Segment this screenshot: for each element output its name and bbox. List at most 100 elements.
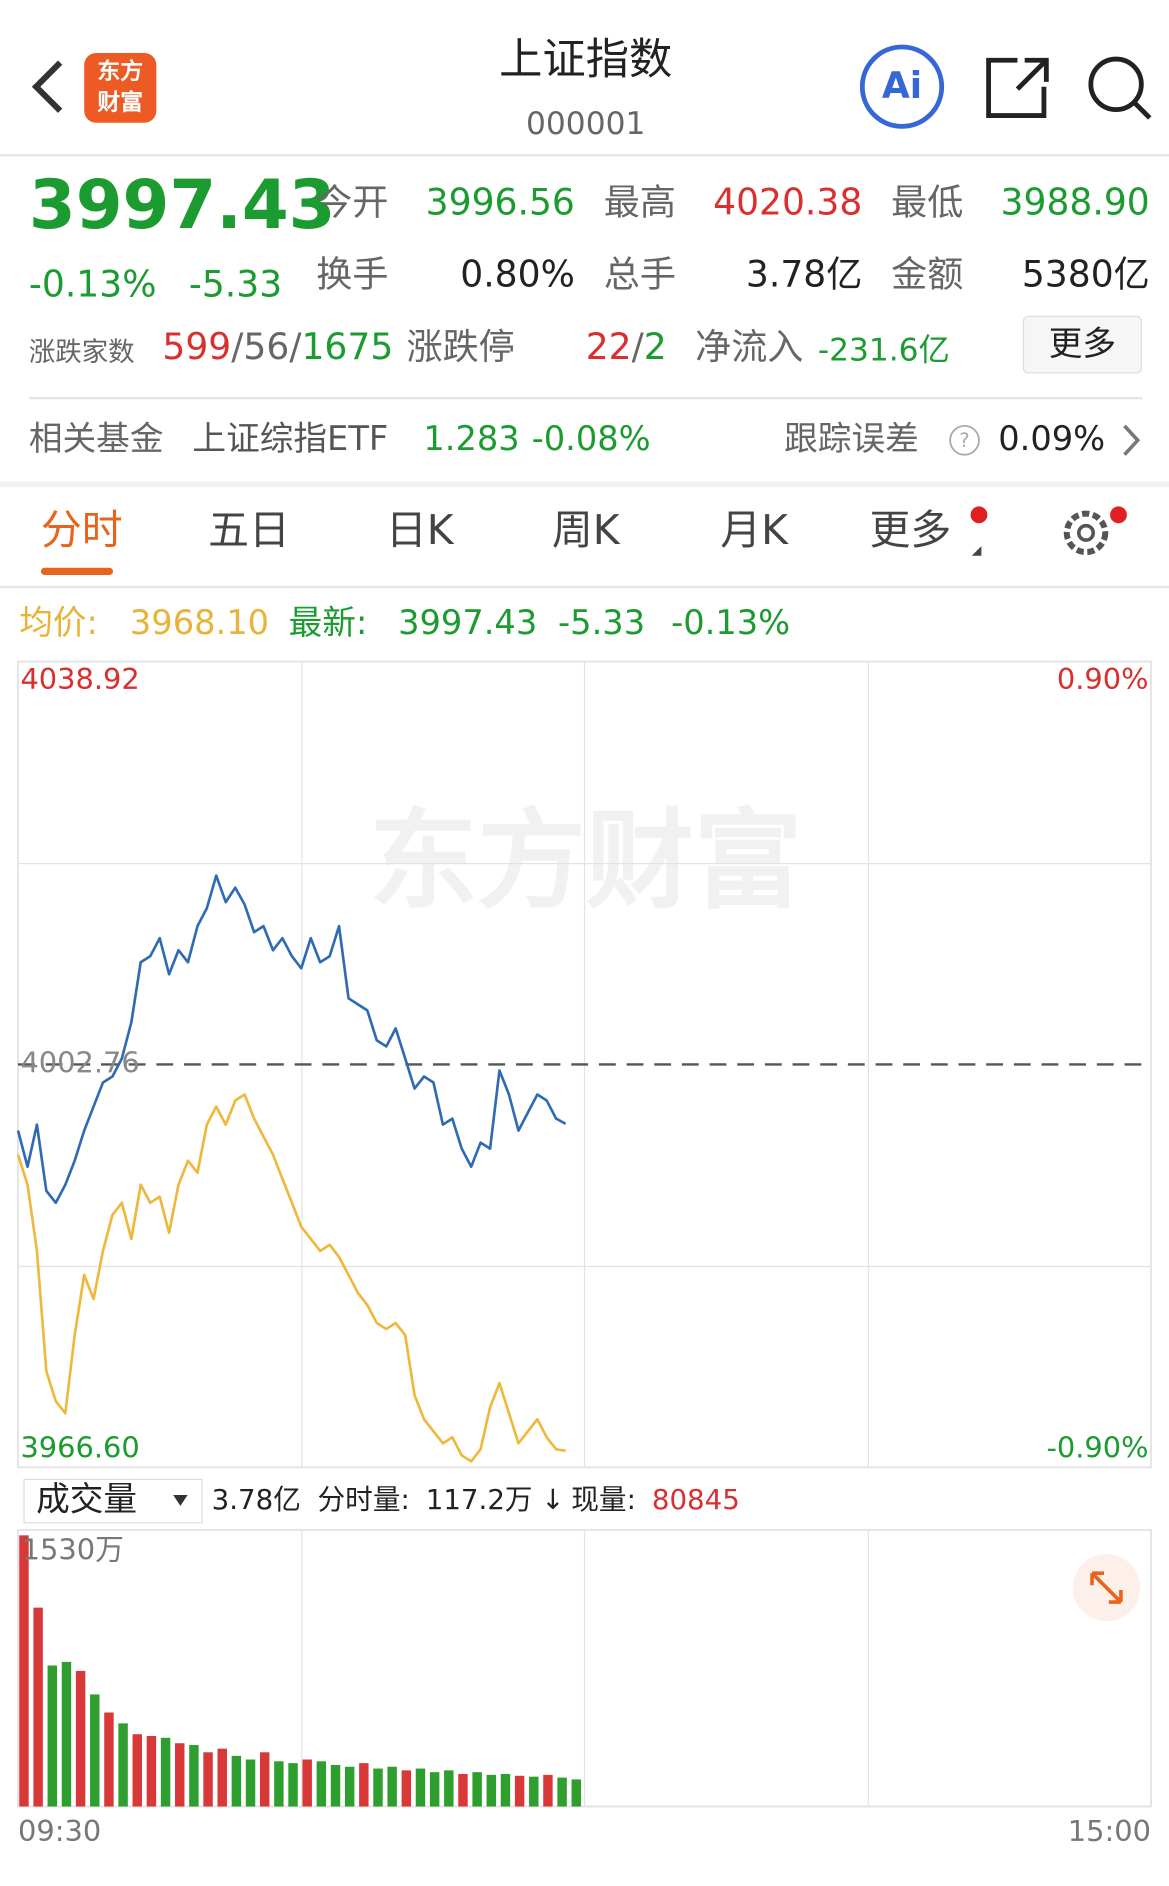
volume-bar (61, 1661, 72, 1807)
logo-text: 财富 (97, 89, 143, 116)
ai-button[interactable] (859, 44, 945, 129)
price-line (16, 874, 567, 1205)
volume-selector[interactable] (23, 1478, 203, 1524)
y-tick-label: 1530万 (22, 1533, 124, 1567)
volume-bar (401, 1770, 412, 1807)
breadth: 599/56/1675 (162, 326, 393, 368)
search-handle (1132, 100, 1152, 120)
volume-bar (231, 1755, 242, 1807)
settings-button[interactable] (1063, 510, 1109, 556)
volume-bar (444, 1770, 454, 1807)
volume-title: 成交量 (36, 1480, 137, 1519)
more-label: 更多 (1049, 324, 1116, 363)
volume-bar (316, 1761, 327, 1807)
tab[interactable]: 周K (552, 506, 621, 554)
ai-label: Ai (882, 65, 922, 107)
tab[interactable]: 月K (720, 506, 789, 554)
price: 3997.43 (29, 165, 336, 244)
field-value: 3.78亿 (746, 254, 862, 296)
volume-bar (543, 1774, 553, 1807)
inflow-value: -231.6亿 (818, 332, 950, 368)
search-button[interactable] (1088, 56, 1144, 112)
volume-bar (160, 1737, 171, 1807)
tab[interactable]: 分时 (41, 506, 123, 554)
volume-bar (175, 1743, 185, 1807)
volume-bar (571, 1779, 581, 1807)
volume-bar (458, 1773, 468, 1807)
separator: / (231, 326, 244, 368)
tab-indicator (40, 567, 114, 575)
volume-bar (104, 1712, 114, 1807)
x-tick-label: 15:00 (1068, 1814, 1151, 1848)
volume-bar (387, 1766, 397, 1807)
current-value: 80845 (652, 1483, 740, 1516)
settings-core (1076, 523, 1096, 542)
more-button[interactable] (1022, 315, 1142, 374)
volume-bar (344, 1766, 355, 1807)
volume-bar (132, 1734, 142, 1807)
badge (970, 506, 988, 524)
volume-bar (146, 1736, 157, 1807)
field-label: 换手 (316, 254, 388, 296)
expand-icon (1090, 1571, 1123, 1604)
share-button[interactable] (986, 57, 1049, 118)
volume-bar (514, 1775, 525, 1807)
volume-bar (217, 1748, 227, 1807)
volume-bar (373, 1768, 383, 1807)
latest-change: -5.33 (558, 603, 645, 642)
flat-count: 56 (243, 326, 289, 368)
y-tick-label: 3966.60 (20, 1430, 139, 1464)
y-tick-label: 4002.76 (20, 1045, 139, 1079)
price-line (16, 1093, 566, 1463)
field-label: 金额 (891, 254, 963, 296)
field-value: 0.80% (460, 254, 575, 296)
volume-bar (429, 1772, 440, 1807)
watermark: 东方财富 (369, 798, 802, 924)
fund-label: 相关基金 (29, 419, 164, 458)
volume-bar (19, 1535, 29, 1807)
minute-value: 117.2万 (426, 1483, 533, 1516)
y2-tick-label: 0.90% (1057, 662, 1149, 696)
field-label: 最高 (604, 182, 676, 224)
x-tick-label: 09:30 (18, 1814, 101, 1848)
up-count: 599 (162, 326, 231, 368)
fund-name[interactable]: 上证综指ETF (192, 419, 388, 458)
dropdown-mark (173, 1495, 188, 1506)
current-label: 现量: (571, 1483, 636, 1516)
avg-value: 3968.10 (130, 603, 269, 642)
tab[interactable]: 五日 (208, 506, 290, 554)
field-label: 今开 (316, 182, 388, 224)
latest-label: 最新: (289, 603, 368, 642)
chevron[interactable] (1123, 424, 1141, 456)
minute-label: 分时量: (318, 1483, 410, 1516)
fund-change: -0.08% (532, 419, 651, 458)
change-pct: -0.13% (29, 263, 157, 305)
volume-bar (90, 1694, 100, 1807)
separator: / (289, 326, 302, 368)
volume-bar (415, 1768, 426, 1807)
field-value: 4020.38 (713, 182, 862, 224)
limit-down: 2 (644, 326, 667, 368)
volume-bar (302, 1759, 312, 1807)
y-tick-label: 4038.92 (20, 662, 139, 696)
tab[interactable]: 更多 (870, 506, 952, 554)
volume-total: 3.78亿 (212, 1483, 301, 1516)
logo-text: 东方 (97, 58, 143, 85)
field-label: 最低 (891, 182, 963, 224)
volume-bar (33, 1607, 43, 1807)
tab[interactable]: 日K (386, 506, 455, 554)
separator: / (632, 326, 645, 368)
limit: 22/2 (586, 326, 667, 368)
dropdown-mark (971, 546, 982, 556)
band (0, 481, 1169, 488)
help-mark: ? (959, 429, 969, 452)
fund-price: 1.283 (423, 419, 519, 458)
field-value: 3996.56 (426, 182, 575, 224)
volume-bar (259, 1752, 270, 1807)
volume-bar (359, 1763, 369, 1807)
volume-bar (189, 1745, 199, 1807)
back-button[interactable] (31, 60, 63, 113)
help-icon[interactable] (949, 424, 980, 456)
volume-bar (557, 1777, 567, 1807)
